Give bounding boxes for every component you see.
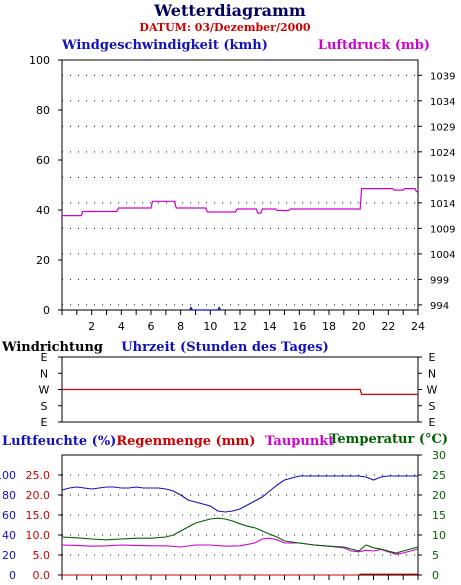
direction-tick-label-right: E bbox=[429, 416, 436, 429]
rain-series-line bbox=[62, 573, 418, 576]
humidity-tick-label: 60 bbox=[2, 509, 16, 522]
direction-tick-label-right: E bbox=[429, 351, 436, 364]
temperature-tick-label: 10 bbox=[432, 529, 446, 542]
temperature-tick-label: 30 bbox=[432, 449, 446, 462]
wind-direction-label: Windrichtung bbox=[1, 340, 103, 355]
pressure-tick-label: 994 bbox=[430, 301, 449, 312]
wind-speed-tick-label: 60 bbox=[36, 154, 50, 167]
pressure-tick-label: 1019 bbox=[430, 173, 455, 184]
humidity-tick-label: 40 bbox=[2, 529, 16, 542]
temperature-axis-label: Temperatur (°C) bbox=[329, 432, 448, 447]
dewpoint-axis-label: Taupunkt bbox=[265, 434, 334, 449]
direction-tick-label-left: E bbox=[41, 416, 48, 429]
direction-tick-label-left: N bbox=[40, 367, 48, 380]
rain-tick-label: 25.0 bbox=[26, 469, 51, 482]
x-tick-label: 4 bbox=[118, 320, 125, 333]
direction-tick-label-right: W bbox=[427, 384, 438, 397]
pressure-axis-label: Luftdruck (mb) bbox=[318, 38, 430, 53]
rain-tick-label: 5.0 bbox=[33, 549, 51, 562]
temperature-tick-label: 25 bbox=[432, 469, 446, 482]
temperature-tick-label: 5 bbox=[432, 549, 439, 562]
x-tick-label: 20 bbox=[352, 320, 366, 333]
pressure-tick-label: 1024 bbox=[430, 148, 455, 159]
humidity-temp-plot-frame bbox=[61, 454, 419, 576]
wind-speed-tick-label: 100 bbox=[29, 54, 50, 67]
x-tick-label: 14 bbox=[263, 320, 277, 333]
pressure-tick-label: 1034 bbox=[430, 97, 455, 108]
rain-tick-label: 10.0 bbox=[26, 529, 51, 542]
humidity-tick-label: 80 bbox=[2, 489, 16, 502]
humidity-axis-label: Luftfeuchte (%)Regenmenge (mm) bbox=[2, 434, 255, 449]
humidity-tick-label: 20 bbox=[2, 549, 16, 562]
wind-speed-tick-label: 40 bbox=[36, 204, 50, 217]
x-tick-label: 24 bbox=[411, 320, 425, 333]
x-tick-label: 8 bbox=[177, 320, 184, 333]
rain-axis-label: Regenmenge (mm) bbox=[116, 434, 255, 449]
wind-speed-series-line bbox=[189, 306, 222, 311]
wind-direction-series-line bbox=[62, 388, 418, 396]
x-tick-label: 12 bbox=[233, 320, 247, 333]
x-tick-label: 6 bbox=[148, 320, 155, 333]
pressure-series-line bbox=[62, 188, 418, 217]
temperature-tick-label: 15 bbox=[432, 509, 446, 522]
x-tick-label: 2 bbox=[88, 320, 95, 333]
x-axis-label: Uhrzeit (Stunden des Tages) bbox=[121, 340, 328, 355]
x-tick-label: 16 bbox=[292, 320, 306, 333]
dewpoint-series-line bbox=[61, 537, 419, 555]
rain-tick-label: 20.0 bbox=[26, 489, 51, 502]
direction-tick-label-right: N bbox=[428, 367, 436, 380]
x-tick-label: 22 bbox=[381, 320, 395, 333]
direction-tick-label-left: W bbox=[39, 384, 50, 397]
wind-speed-axis-label: Windgeschwindigkeit (kmh) bbox=[61, 38, 268, 53]
x-tick-label: 18 bbox=[322, 320, 336, 333]
pressure-tick-label: 1004 bbox=[430, 250, 455, 261]
humidity-tick-label: 100 bbox=[0, 469, 16, 482]
temperature-tick-label: 0 bbox=[432, 569, 439, 582]
temperature-tick-label: 20 bbox=[432, 489, 446, 502]
direction-tick-label-left: S bbox=[41, 400, 48, 413]
wind-speed-tick-label: 80 bbox=[36, 104, 50, 117]
x-tick-label: 10 bbox=[203, 320, 217, 333]
humidity-series-line bbox=[61, 475, 418, 513]
wind-pressure-plot-frame bbox=[61, 59, 419, 311]
rain-tick-label: 0.0 bbox=[33, 569, 51, 582]
pressure-tick-label: 1039 bbox=[430, 71, 455, 82]
pressure-tick-label: 1009 bbox=[430, 224, 455, 235]
wind-speed-tick-label: 0 bbox=[43, 304, 50, 317]
direction-tick-label-right: S bbox=[429, 400, 436, 413]
temperature-series-line bbox=[61, 517, 419, 554]
pressure-tick-label: 1029 bbox=[430, 122, 455, 133]
pressure-tick-label: 1014 bbox=[430, 199, 455, 210]
page-title: Wetterdiagramm bbox=[153, 1, 306, 20]
pressure-tick-label: 999 bbox=[430, 275, 449, 286]
date-label: DATUM: 03/Dezember/2000 bbox=[139, 21, 311, 34]
rain-tick-label: 15.0 bbox=[26, 509, 51, 522]
direction-tick-label-left: E bbox=[41, 351, 48, 364]
wind-speed-tick-label: 20 bbox=[36, 254, 50, 267]
humidity-tick-label: 0 bbox=[9, 569, 16, 582]
